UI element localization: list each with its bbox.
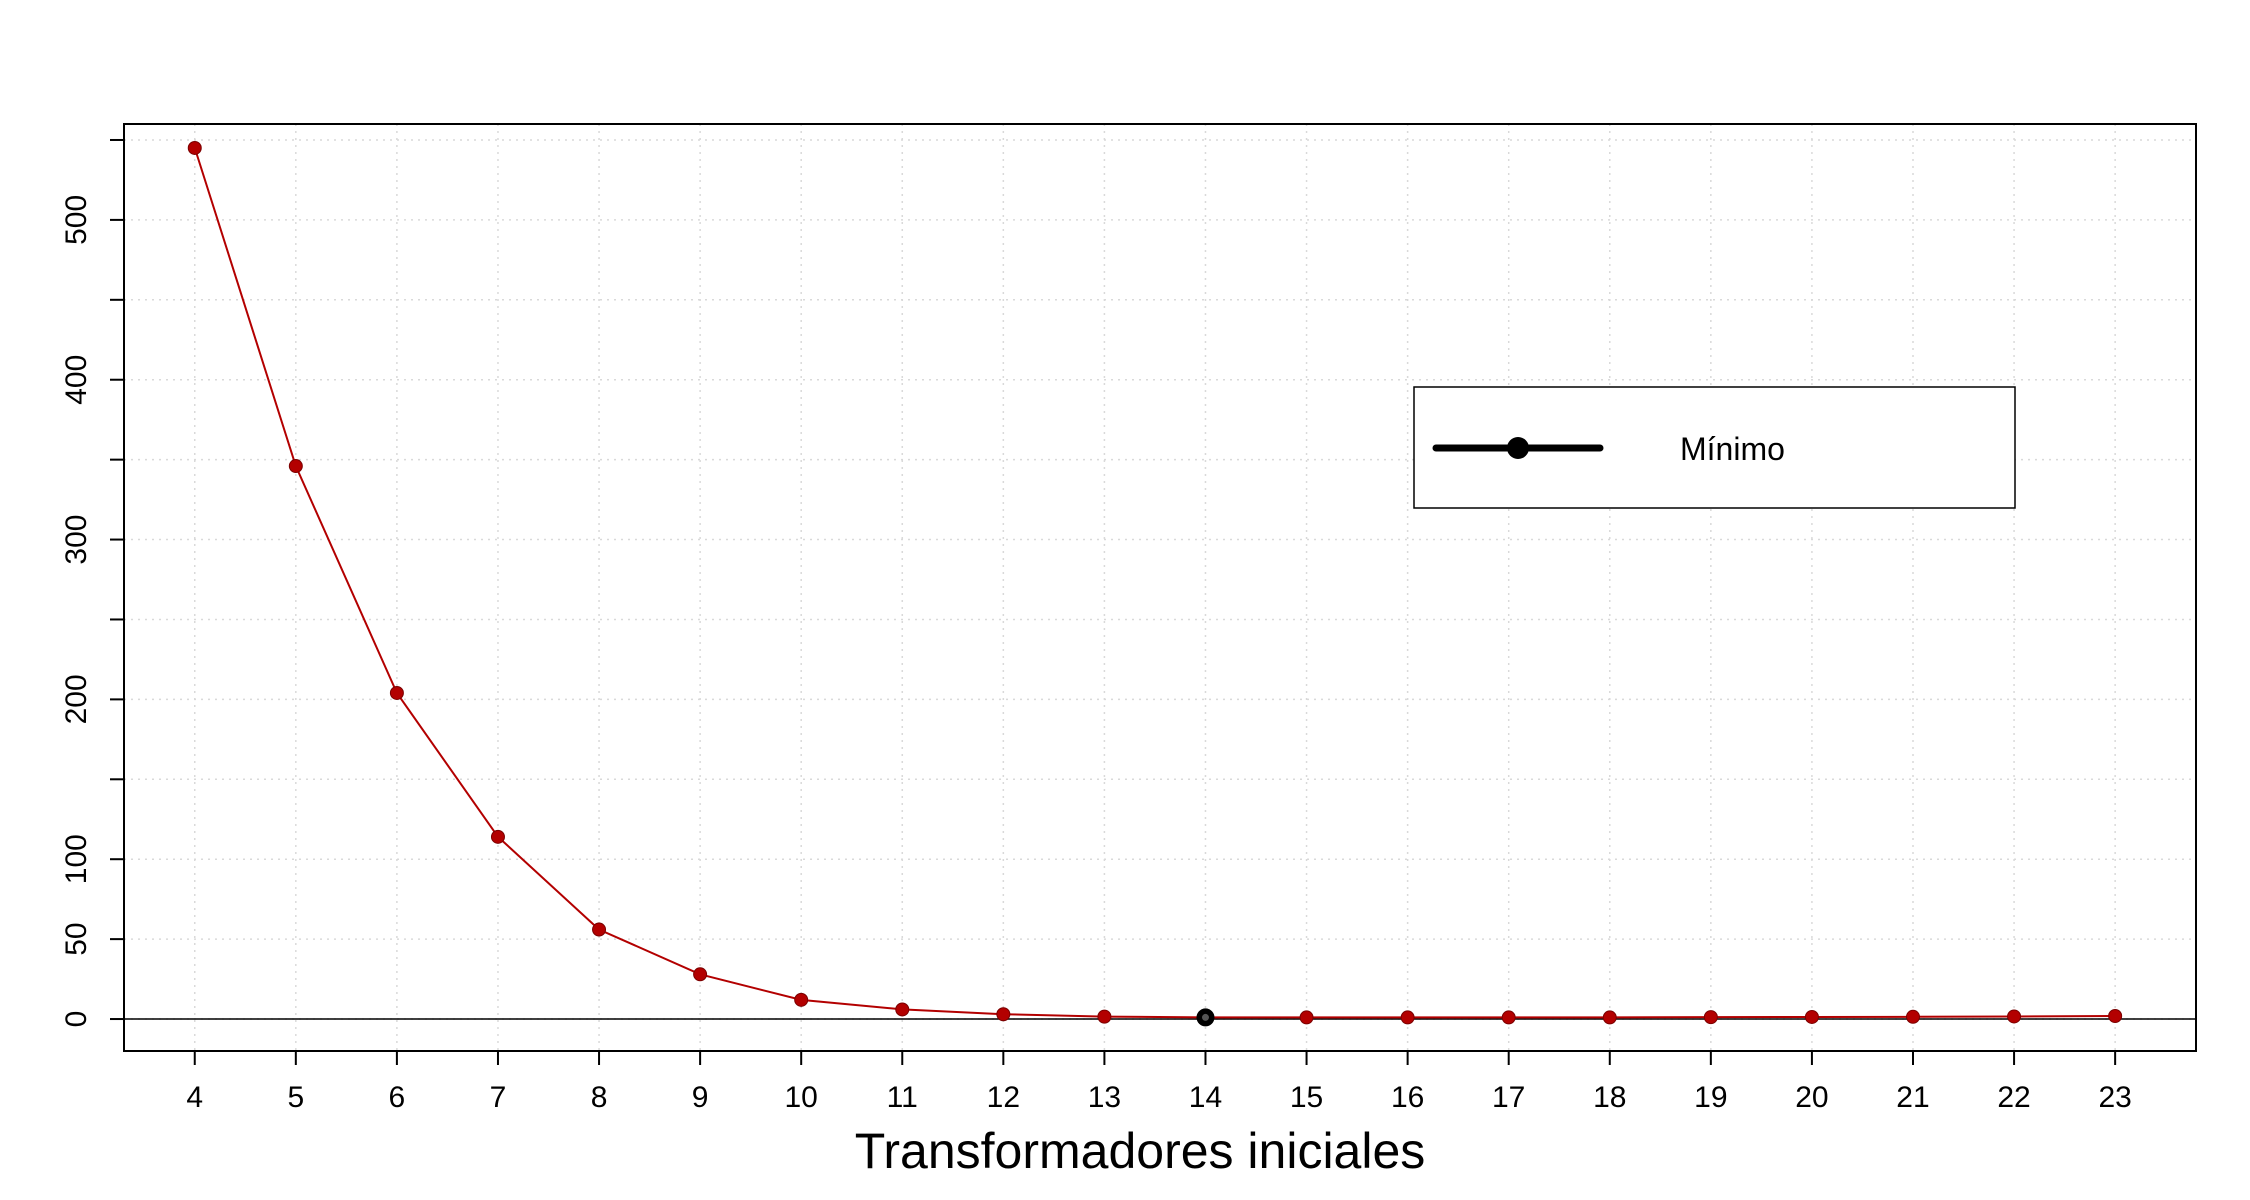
legend-label: Mínimo (1680, 431, 1785, 467)
legend: Mínimo (1413, 386, 2016, 509)
data-point (693, 967, 708, 982)
y-tick-label: 0 (60, 1011, 93, 1028)
x-tick-label: 4 (186, 1081, 203, 1114)
data-point (1299, 1010, 1314, 1025)
x-axis: 4 5 6 7 8 9 10 11 12 13 14 15 16 17 18 19 20 21 22 23 (186, 1051, 2132, 1114)
x-tick-label: 6 (389, 1081, 406, 1114)
x-tick-label: 19 (1694, 1081, 1727, 1114)
x-axis-title: Transformadores iniciales (855, 1123, 1426, 1179)
minimum-point-center (1201, 1013, 1209, 1021)
data-point (1905, 1009, 1920, 1024)
data-point (187, 140, 202, 155)
x-tick-label: 5 (287, 1081, 304, 1114)
x-tick-label: 23 (2098, 1081, 2131, 1114)
y-tick-label: 200 (60, 674, 93, 724)
x-tick-label: 20 (1795, 1081, 1828, 1114)
data-point (794, 992, 809, 1007)
data-point (389, 685, 404, 700)
x-tick-label: 8 (591, 1081, 608, 1114)
x-tick-label: 22 (1997, 1081, 2030, 1114)
data-points (187, 140, 2123, 1025)
y-tick-label: 300 (60, 515, 93, 565)
data-point (2007, 1009, 2022, 1024)
data-point (1400, 1010, 1415, 1025)
y-axis: 0 50 100 200 300 400 500 (60, 138, 124, 1028)
series-line (193, 147, 2116, 1019)
y-tick-label: 500 (60, 195, 93, 245)
data-point (895, 1002, 910, 1017)
data-point (996, 1007, 1011, 1022)
x-tick-label: 12 (987, 1081, 1020, 1114)
data-point (1703, 1010, 1718, 1025)
x-tick-label: 10 (785, 1081, 818, 1114)
data-point (1804, 1009, 1819, 1024)
y-tick-label: 400 (60, 355, 93, 405)
data-point (592, 922, 607, 937)
x-tick-label: 14 (1189, 1081, 1222, 1114)
x-tick-label: 11 (887, 1081, 918, 1114)
minimum-marker (1196, 1008, 1215, 1027)
grid (124, 124, 2196, 1051)
data-point (490, 829, 505, 844)
data-point (1501, 1010, 1516, 1025)
legend-marker-swatch (1507, 437, 1529, 459)
plot-frame (123, 123, 2197, 1052)
y-tick-label: 100 (60, 834, 93, 884)
x-tick-label: 15 (1290, 1081, 1323, 1114)
x-tick-label: 13 (1088, 1081, 1121, 1114)
x-tick-label: 21 (1896, 1081, 1929, 1114)
x-tick-label: 18 (1593, 1081, 1626, 1114)
x-tick-label: 16 (1391, 1081, 1424, 1114)
data-point (288, 459, 303, 474)
y-tick-label: 50 (60, 922, 93, 955)
data-point (1602, 1010, 1617, 1025)
x-tick-label: 7 (490, 1081, 507, 1114)
x-tick-label: 9 (692, 1081, 709, 1114)
data-point (1097, 1009, 1112, 1024)
data-point (2108, 1008, 2123, 1023)
x-tick-label: 17 (1492, 1081, 1525, 1114)
